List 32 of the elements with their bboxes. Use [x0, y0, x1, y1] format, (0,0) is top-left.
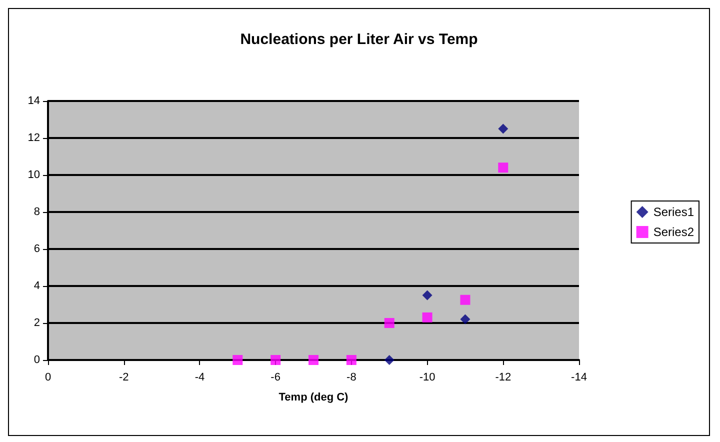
point — [232, 355, 243, 365]
y-tick-label: 2 — [34, 317, 40, 329]
y-tick-label: 14 — [28, 95, 40, 107]
x-tick-label: 0 — [44, 372, 52, 384]
y-tick-label: 6 — [34, 243, 40, 255]
legend-label: Series1 — [653, 205, 694, 219]
y-tick-label: 8 — [34, 206, 40, 218]
x-tick-label: -10 — [419, 372, 436, 384]
x-tick-label: -8 — [346, 372, 356, 384]
x-tick-label: -4 — [194, 372, 205, 384]
point — [384, 355, 394, 365]
chart-title: Nucleations per Liter Air vs Temp — [240, 31, 478, 48]
x-axis-title: Temp (deg C) — [278, 392, 349, 404]
point — [308, 355, 318, 365]
point — [460, 294, 470, 305]
point — [498, 162, 508, 173]
y-tick-label: 4 — [34, 280, 40, 292]
point — [422, 312, 432, 322]
x-tick-label: -6 — [270, 372, 280, 384]
point — [384, 318, 394, 328]
point — [498, 124, 508, 134]
point — [346, 355, 356, 365]
x-tick-label: -12 — [495, 372, 512, 384]
y-tick-label: 12 — [28, 132, 40, 144]
x-tick-label: -14 — [571, 372, 587, 384]
x-tick-label: -2 — [118, 372, 129, 384]
point — [270, 355, 281, 365]
legend-label: Series2 — [653, 225, 694, 239]
point — [460, 314, 470, 324]
y-tick-label: 10 — [28, 169, 40, 181]
point — [422, 290, 432, 300]
y-tick-label: 0 — [34, 354, 40, 366]
